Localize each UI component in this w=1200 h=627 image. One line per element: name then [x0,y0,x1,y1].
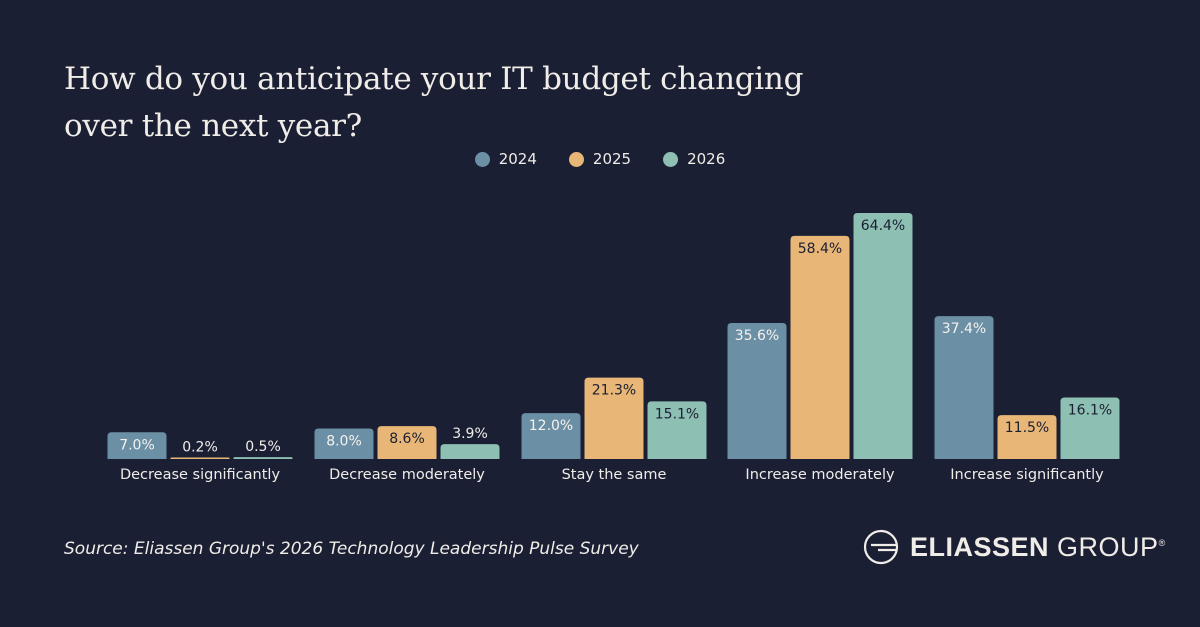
data-label: 7.0% [119,437,155,453]
data-label: 0.5% [245,439,281,455]
bar-2025-4 [997,415,1057,459]
bar-2025-2 [584,377,644,459]
data-label: 16.1% [1068,402,1112,418]
category-label: Decrease significantly [120,467,280,483]
source-note: Source: Eliassen Group's 2026 Technology… [64,539,639,559]
bar-2026-4 [1060,397,1120,459]
legend-label: 2025 [592,150,632,168]
data-label: 11.5% [1005,420,1049,436]
legend-swatch [568,151,584,167]
category-label: Decrease moderately [329,467,485,483]
data-label: 8.6% [389,431,425,447]
bar-2024-2 [521,413,581,459]
legend-item-2025: 2025 [568,150,632,168]
data-label: 3.9% [452,426,488,442]
legend-item-2026: 2026 [663,150,725,168]
chart-title: How do you anticipate your IT budget cha… [64,61,804,144]
bar-2026-3 [853,212,913,459]
bar-2025-1 [377,426,437,459]
legend-item-2024: 2024 [474,150,537,168]
legend-label: 2024 [498,150,537,168]
category-label: Increase moderately [745,467,895,483]
data-label: 21.3% [592,383,636,399]
bar-2026-1 [440,444,500,459]
bar-2024-4 [934,316,994,459]
legend-swatch [474,151,490,167]
eliassen-logo-icon [863,529,899,565]
data-label: 8.0% [326,433,362,449]
bar-2024-0 [107,432,167,459]
data-label: 15.1% [655,406,699,422]
bar-chart: 7.0% 0.2% 0.5% Decrease significantly 8.0% 8.… [107,212,1120,483]
legend: 2024 2025 2026 [0,150,1200,168]
logo-text: ELIASSEN GROUP® [910,531,1166,562]
category-label: Stay the same [562,467,667,483]
bar-2024-3 [727,323,787,459]
legend-label: 2026 [687,150,726,168]
data-label: 12.0% [529,418,573,434]
logo: ELIASSEN GROUP® [862,528,1166,566]
data-label: 64.4% [861,218,905,234]
bar-2026-2 [647,401,707,459]
bar-2025-3 [790,235,850,459]
legend-swatch [663,151,679,167]
data-label: 58.4% [798,241,842,257]
bar-2025-0 [170,457,230,459]
bar-2026-0 [233,457,293,459]
data-label: 37.4% [942,321,986,337]
data-label: 35.6% [735,328,779,344]
bar-2024-1 [314,428,374,459]
data-label: 0.2% [182,440,218,456]
category-label: Increase significantly [950,467,1104,483]
